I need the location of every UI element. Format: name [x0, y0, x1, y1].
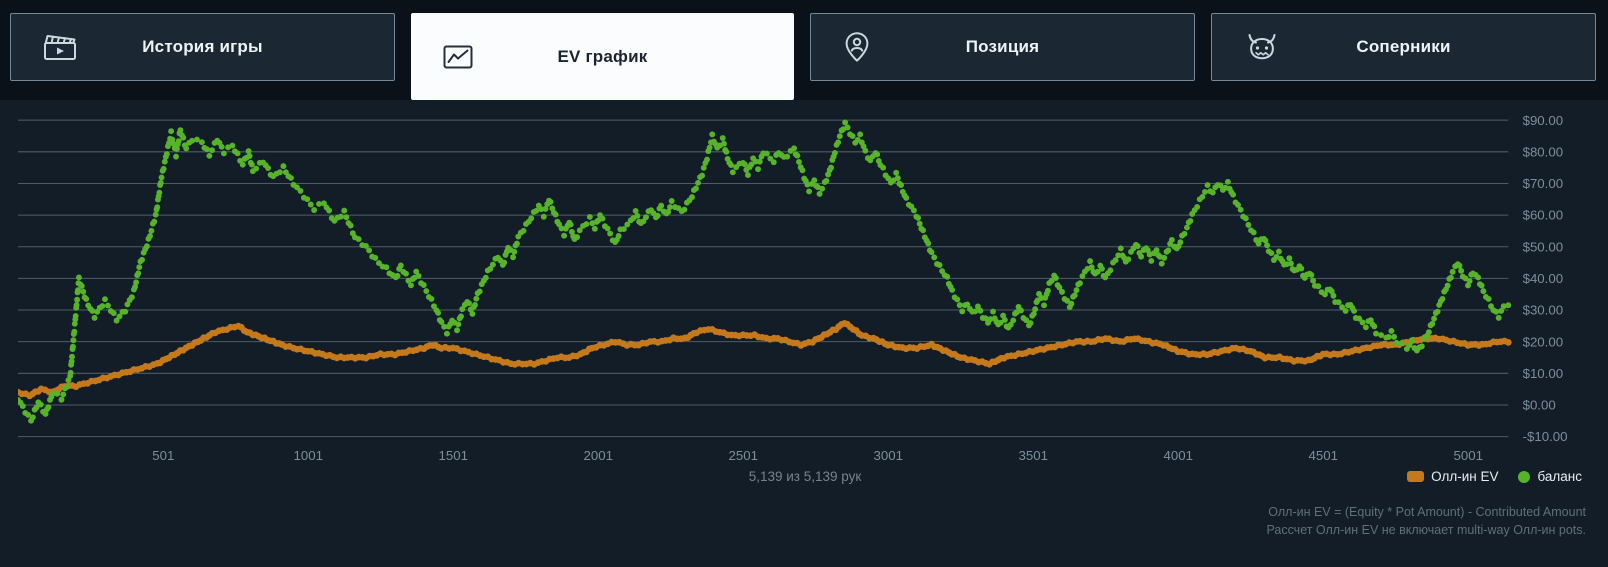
svg-text:3001: 3001: [874, 448, 903, 463]
svg-text:2501: 2501: [729, 448, 758, 463]
svg-text:$30.00: $30.00: [1523, 303, 1564, 318]
svg-text:4501: 4501: [1309, 448, 1338, 463]
ev-graph-panel: $90.00 $80.00 $70.00 $60.00 $50.00 $40.00 $30.…: [0, 100, 1608, 539]
tabbar: История игры EV график Позиция: [0, 0, 1608, 100]
tab-label-ev-graph: EV график: [557, 46, 648, 66]
tab-label-game-history: История игры: [142, 37, 263, 56]
svg-text:4001: 4001: [1164, 448, 1193, 463]
svg-text:3501: 3501: [1019, 448, 1048, 463]
svg-text:1501: 1501: [439, 448, 468, 463]
position-pin-icon: [843, 31, 871, 63]
status-row: 5,139 из 5,139 рук Олл-ин EV баланс: [18, 469, 1592, 493]
clapperboard-icon: [43, 32, 77, 62]
legend-item-allin-ev[interactable]: Олл-ин EV: [1407, 469, 1498, 484]
devil-face-icon: [1244, 33, 1280, 61]
ev-footnote: Олл-ин EV = (Equity * Pot Amount) - Cont…: [18, 503, 1592, 539]
svg-text:5001: 5001: [1454, 448, 1483, 463]
svg-text:501: 501: [152, 448, 174, 463]
tab-ev-graph[interactable]: EV график: [411, 13, 794, 100]
svg-text:$70.00: $70.00: [1523, 176, 1564, 191]
svg-text:1001: 1001: [294, 448, 323, 463]
chart-legend: Олл-ин EV баланс: [1407, 469, 1582, 484]
svg-text:$10.00: $10.00: [1523, 366, 1564, 381]
tab-label-opponents: Соперники: [1356, 37, 1451, 56]
tab-position[interactable]: Позиция: [810, 13, 1195, 81]
ev-footnote-line2: Рассчет Олл-ин EV не включает multi-way …: [1266, 523, 1586, 538]
legend-label-allin-ev: Олл-ин EV: [1431, 469, 1499, 485]
tab-label-position: Позиция: [965, 37, 1040, 56]
tab-opponents[interactable]: Соперники: [1211, 13, 1596, 81]
svg-text:$50.00: $50.00: [1523, 239, 1564, 254]
ev-chart: $90.00 $80.00 $70.00 $60.00 $50.00 $40.00 $30.…: [18, 113, 1568, 463]
legend-item-balance[interactable]: баланс: [1518, 469, 1582, 484]
legend-swatch-allin-ev: [1407, 471, 1425, 483]
hands-count: 5,139 из 5,139 рук: [748, 469, 862, 485]
svg-text:2001: 2001: [584, 448, 613, 463]
svg-text:$80.00: $80.00: [1523, 144, 1564, 159]
svg-text:$20.00: $20.00: [1523, 334, 1564, 349]
tab-game-history[interactable]: История игры: [10, 13, 395, 81]
svg-text:-$10.00: -$10.00: [1523, 429, 1568, 444]
svg-text:$90.00: $90.00: [1523, 113, 1564, 128]
svg-text:$60.00: $60.00: [1523, 208, 1564, 223]
ev-footnote-line1: Олл-ин EV = (Equity * Pot Amount) - Cont…: [1268, 505, 1586, 520]
svg-text:$0.00: $0.00: [1523, 398, 1556, 413]
svg-text:$40.00: $40.00: [1523, 271, 1564, 286]
legend-label-balance: баланс: [1537, 469, 1582, 485]
legend-swatch-balance: [1518, 470, 1531, 483]
line-chart-icon: [443, 45, 473, 69]
